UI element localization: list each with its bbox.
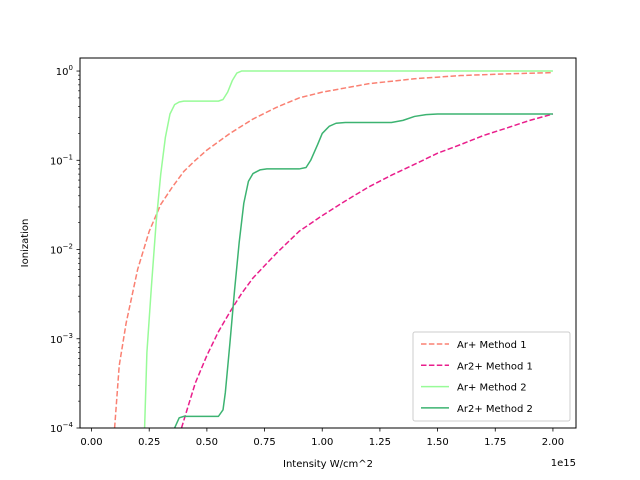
legend-label-2: Ar2+ Method 1 <box>457 361 533 372</box>
x-tick-label: 1.00 <box>311 437 333 448</box>
x-tick-label: 2.00 <box>542 437 564 448</box>
x-tick-label: 0.50 <box>196 437 218 448</box>
x-tick-label: 1.25 <box>369 437 391 448</box>
y-tick-label: 10−4 <box>50 421 74 435</box>
series-line-1 <box>113 71 553 428</box>
x-tick-label: 1.50 <box>426 437 448 448</box>
plot-frame <box>79 57 577 429</box>
y-axis-label: Ionization <box>20 219 31 268</box>
legend-label-1: Ar+ Method 1 <box>457 340 527 351</box>
y-tick-label: 100 <box>56 64 73 78</box>
series-line-4 <box>173 113 553 428</box>
x-tick-label: 1.75 <box>484 437 506 448</box>
x-tick-label: 0.25 <box>138 437 160 448</box>
y-tick-label: 10−2 <box>50 243 73 257</box>
legend-label-4: Ar2+ Method 2 <box>457 404 533 415</box>
x-tick-label: 0.75 <box>253 437 275 448</box>
legend-box <box>412 331 571 422</box>
x-axis-label: Intensity W/cm^2 <box>283 459 373 470</box>
x-tick-label: 0.00 <box>80 437 102 448</box>
y-tick-label: 10−3 <box>50 332 73 346</box>
series-line-3 <box>143 70 553 428</box>
series-line-2 <box>180 113 554 428</box>
legend: Ar+ Method 1 Ar2+ Method 1 Ar+ Method 2 Ar2… <box>412 331 571 422</box>
x-offset-label: 1e15 <box>551 458 576 469</box>
y-tick-label: 10−1 <box>50 153 73 167</box>
legend-label-3: Ar+ Method 2 <box>457 383 527 394</box>
